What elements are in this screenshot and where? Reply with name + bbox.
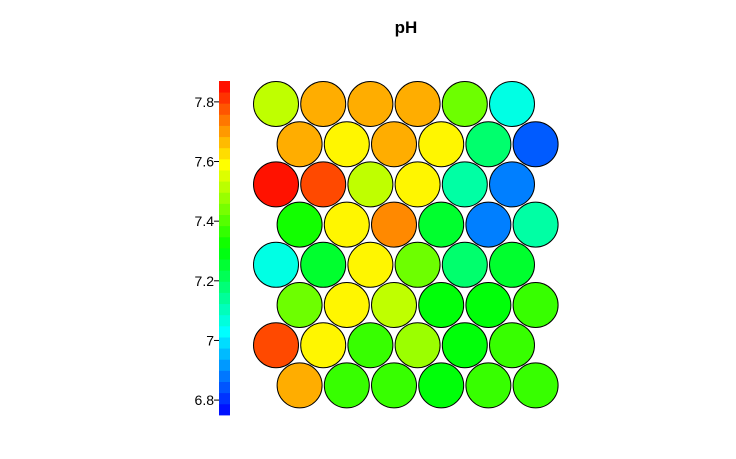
colorbar-tick-label: 7.8 <box>195 94 215 110</box>
colorbar-segment <box>219 314 230 327</box>
colorbar-segment <box>219 125 230 138</box>
colorbar-tick-label: 7.6 <box>195 154 215 170</box>
som-cell <box>489 81 535 127</box>
som-cell <box>512 362 559 409</box>
som-cell <box>300 322 347 369</box>
som-cell <box>489 161 535 208</box>
som-cell <box>300 81 347 127</box>
colorbar-segment <box>219 259 230 271</box>
colorbar: 6.8 7 7.2 7.4 7.6 7.8 <box>195 81 230 416</box>
colorbar-segment <box>219 81 230 93</box>
som-cell <box>253 241 299 288</box>
som-cell <box>512 201 559 248</box>
colorbar-segment <box>219 103 230 115</box>
som-cell <box>347 322 394 369</box>
som-cell <box>465 201 512 248</box>
som-cell <box>300 241 347 288</box>
som-cell <box>441 241 488 288</box>
colorbar-segment <box>219 381 230 394</box>
som-cell <box>394 241 441 288</box>
colorbar-segment <box>219 236 230 249</box>
som-grid <box>253 81 559 409</box>
colorbar-segment <box>219 359 230 371</box>
som-cell <box>347 81 394 127</box>
colorbar-segment <box>219 225 230 238</box>
som-cell <box>394 322 441 369</box>
som-cell <box>323 121 370 168</box>
som-cell <box>394 161 441 208</box>
colorbar-segment <box>219 337 230 349</box>
colorbar-tick-label: 7 <box>206 332 214 348</box>
som-cell <box>441 161 488 208</box>
som-cell <box>441 81 488 127</box>
som-cell <box>253 322 299 369</box>
som-cell <box>300 161 347 208</box>
som-cell <box>418 362 465 409</box>
som-cell <box>418 121 465 168</box>
colorbar-segment <box>219 181 230 193</box>
colorbar-segment <box>219 392 230 405</box>
colorbar-segment <box>219 170 230 182</box>
colorbar-segment <box>219 214 230 227</box>
colorbar-segment <box>219 248 230 260</box>
som-cell <box>465 282 512 328</box>
colorbar-segment <box>219 147 230 160</box>
som-cell <box>253 81 299 127</box>
som-cell <box>276 362 323 409</box>
som-cell <box>253 161 299 208</box>
som-cell <box>418 201 465 248</box>
colorbar-segment <box>219 370 230 382</box>
som-cell <box>347 241 394 288</box>
som-cell <box>276 282 323 328</box>
som-cell <box>465 121 512 168</box>
som-cell <box>512 282 559 328</box>
colorbar-segment <box>219 348 230 360</box>
som-cell <box>323 201 370 248</box>
colorbar-segment <box>219 203 230 215</box>
som-cell <box>489 241 535 288</box>
som-cell <box>276 201 323 248</box>
som-cell <box>347 161 394 208</box>
colorbar-segment <box>219 303 230 316</box>
colorbar-tick-label: 6.8 <box>195 392 215 408</box>
som-cell <box>489 322 535 369</box>
som-cell <box>323 362 370 409</box>
som-cell <box>276 121 323 168</box>
chart-title: pH <box>395 18 418 37</box>
som-cell <box>371 121 417 168</box>
som-cell <box>323 282 370 328</box>
som-cell <box>371 282 417 328</box>
som-cell <box>418 282 465 328</box>
colorbar-tick-label: 7.2 <box>195 273 215 289</box>
som-cell <box>441 322 488 369</box>
colorbar-segment <box>219 292 230 305</box>
som-cell <box>371 362 417 409</box>
colorbar-segment <box>219 136 230 149</box>
colorbar-segment <box>219 403 230 416</box>
colorbar-segment <box>219 270 230 282</box>
colorbar-segment <box>219 192 230 204</box>
colorbar-segment <box>219 92 230 104</box>
som-cell <box>394 81 441 127</box>
colorbar-segment <box>219 281 230 293</box>
colorbar-tick-label: 7.4 <box>195 213 215 229</box>
som-cell <box>371 201 417 248</box>
colorbar-segment <box>219 114 230 126</box>
som-cell <box>465 362 512 409</box>
colorbar-segment <box>219 325 230 338</box>
som-cell <box>512 121 559 168</box>
colorbar-segment <box>219 158 230 171</box>
